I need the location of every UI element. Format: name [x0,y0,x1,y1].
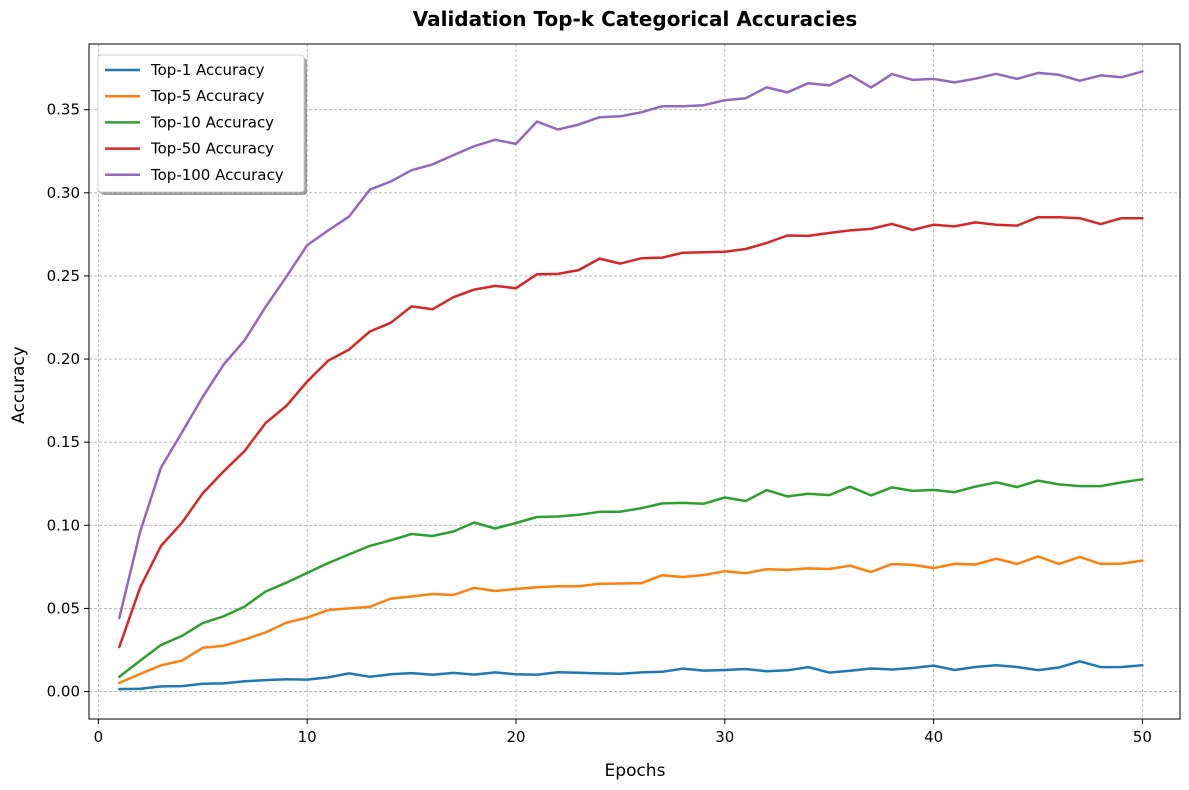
series-line-5 [118,70,1144,620]
x-tick-label: 50 [1133,728,1152,746]
legend: Top-1 Accuracy Top-5 Accuracy Top-10 Accur… [97,54,307,195]
y-tick-label: 0.05 [47,599,80,617]
legend-label: Top-100 Accuracy [150,166,284,184]
plot-frame [88,43,1181,720]
series-lines [118,70,1144,691]
y-axis-label: Accuracy [9,346,29,424]
series-line-1 [118,660,1144,691]
legend-box [97,54,305,193]
series-line-4 [118,215,1144,649]
legend-label: Top-5 Accuracy [150,87,265,105]
chart-title: Validation Top-k Categorical Accuracies [413,7,858,31]
y-tick-label: 0.25 [47,267,80,285]
x-tick-label: 30 [715,728,734,746]
legend-label: Top-50 Accuracy [150,140,274,158]
y-tick-label: 0.00 [47,683,80,701]
y-tick-label: 0.10 [47,516,80,534]
y-tick-label: 0.15 [47,433,80,451]
y-tick-label: 0.20 [47,350,80,368]
x-tick-label: 0 [94,728,104,746]
y-tick-label: 0.35 [47,101,80,119]
legend-label: Top-1 Accuracy [150,61,265,79]
x-axis-ticks: 0 10 20 30 40 50 [94,719,1152,746]
series-line-3 [118,478,1144,679]
x-tick-label: 40 [924,728,943,746]
series-line-2 [118,555,1144,685]
y-tick-label: 0.30 [47,184,80,202]
y-axis-ticks: 0.00 0.05 0.10 0.15 0.20 0.25 0.30 0.35 [47,101,89,701]
x-tick-label: 20 [506,728,525,746]
legend-label: Top-10 Accuracy [150,113,274,131]
x-tick-label: 10 [298,728,317,746]
x-axis-label: Epochs [605,761,666,781]
